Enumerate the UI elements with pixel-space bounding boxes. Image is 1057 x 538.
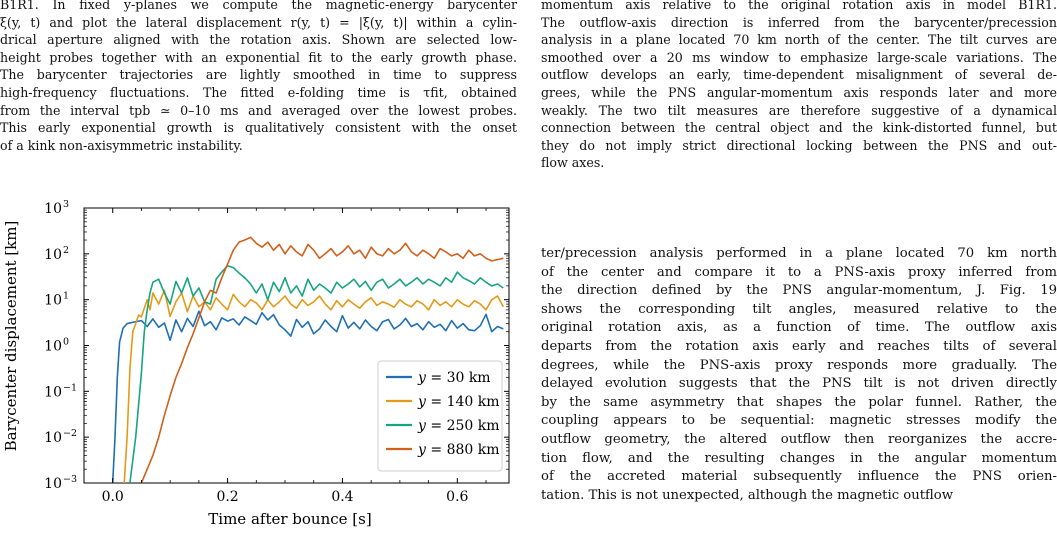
y-tick-exponent: 2 — [63, 245, 69, 256]
right-body-text: ter/precession analysis performed in a p… — [541, 245, 1057, 505]
x-axis-label: Time after bounce [s] — [208, 510, 371, 528]
left-caption-line: This early exponential growth is qualita… — [0, 120, 517, 136]
y-tick-label: 10 — [44, 430, 62, 446]
right-caption-line: momentum axis relative to the original r… — [541, 0, 1057, 12]
right-body-line: delayed evolution suggests that the PNS … — [541, 376, 1057, 392]
barycenter-figure: 0.0 0.2 0.4 0.6 10 −3 10 −2 10 −1 10 0 10 1 10 2 10 3 y =… — [0, 196, 520, 534]
series-line-2 — [129, 264, 504, 483]
legend-entry: y = 30 km — [417, 370, 491, 386]
series-line-1 — [123, 289, 505, 483]
right-body-line: outflow geometry, the altered outflow th… — [541, 431, 1057, 447]
y-axis-label: Barycenter displacement [km] — [2, 221, 20, 452]
right-body-line: coupling appears to be sequential: magne… — [541, 413, 1057, 429]
right-body-line: original rotation axis, as a function of… — [541, 320, 1057, 336]
legend-box — [377, 360, 503, 472]
right-caption-line: grees, while the PNS angular-momentum ax… — [541, 84, 1057, 100]
right-body-line: degrees, while the PNS-axis proxy respon… — [541, 357, 1057, 373]
right-body-line: the direction defined by the PNS angular… — [541, 283, 1057, 299]
y-tick-label: 10 — [44, 201, 62, 217]
right-body-line: of the accreted material subsequently in… — [541, 469, 1057, 485]
left-caption-line: drical aperture aligned with the rotatio… — [0, 32, 517, 48]
legend-equals: = — [426, 370, 447, 386]
legend-variable: y — [417, 442, 427, 458]
right-caption-line: smoothed over a 20 ms window to emphasiz… — [541, 49, 1057, 65]
legend-entry: y = 880 km — [417, 442, 500, 458]
legend-equals: = — [426, 442, 447, 458]
right-caption-line: The outflow-axis direction is inferred f… — [541, 14, 1057, 30]
right-body-line: shows the corresponding tilt angles, mea… — [541, 301, 1057, 317]
right-body-line: ter/precession analysis performed in a p… — [541, 246, 1057, 261]
left-caption-line: ξ(y, t) and plot the lateral displacemen… — [0, 14, 517, 30]
right-caption-line: analysis in a plane located 70 km north … — [541, 32, 1057, 48]
x-tick-label: 0.0 — [102, 489, 124, 505]
right-body-line: of the center and compare it to a PNS-ax… — [541, 264, 1057, 280]
right-caption-line: outflow develops an early, time-dependen… — [541, 67, 1057, 83]
y-tick-label: 10 — [44, 476, 62, 492]
y-tick-exponent: −3 — [63, 474, 77, 485]
left-caption-line: of a kink non-axisymmetric instability. — [0, 137, 243, 153]
right-caption-line: they do not imply strict directional loc… — [541, 137, 1057, 153]
legend-entry: y = 140 km — [417, 394, 500, 410]
left-caption-line: from the interval tpb ≃ 0–10 ms and aver… — [0, 102, 517, 118]
legend-variable: y — [417, 418, 427, 434]
left-caption-line: The barycenter trajectories are lightly … — [0, 67, 517, 83]
legend-equals: = — [426, 394, 447, 410]
x-tick-label: 0.2 — [216, 489, 238, 505]
left-caption-line: height probes together with an exponenti… — [0, 49, 517, 65]
right-body-line: departs from the rotation axis early and… — [541, 338, 1057, 354]
right-figure-caption: momentum axis relative to the original r… — [541, 0, 1057, 172]
y-tick-label: 10 — [44, 339, 62, 355]
legend-value: 880 km — [447, 442, 500, 458]
y-tick-exponent: −2 — [63, 428, 77, 439]
legend-equals: = — [426, 418, 447, 434]
right-body-line: tion flow, and the resulting changes in … — [541, 450, 1057, 466]
legend-value: 250 km — [447, 418, 500, 434]
right-caption-line: flow axes. — [541, 155, 605, 171]
right-caption-line: connection between the central object an… — [541, 120, 1057, 136]
series-line-0 — [111, 310, 504, 483]
right-caption-line: weakly. The two tilt measures are theref… — [541, 102, 1057, 118]
left-caption-line: high-frequency fluctuations. The fitted … — [0, 84, 517, 100]
y-tick-exponent: 3 — [63, 199, 69, 210]
legend-variable: y — [417, 394, 427, 410]
x-tick-label: 0.4 — [331, 489, 353, 505]
y-tick-exponent: 0 — [63, 337, 69, 348]
legend-value: 30 km — [447, 370, 491, 386]
x-tick-label: 0.6 — [446, 489, 468, 505]
right-body-line: tation. This is not unexpected, although… — [541, 487, 954, 503]
left-caption-line: B1R1. In fixed y-planes we compute the m… — [0, 0, 517, 12]
legend-variable: y — [417, 370, 427, 386]
y-tick-label: 10 — [44, 247, 62, 263]
right-body-line: by the same asymmetry that shapes the po… — [541, 394, 1057, 410]
y-tick-exponent: −1 — [63, 382, 77, 393]
legend-value: 140 km — [447, 394, 500, 410]
y-tick-label: 10 — [44, 384, 62, 400]
legend-entry: y = 250 km — [417, 418, 500, 434]
series-line-3 — [140, 236, 504, 483]
left-figure-caption: B1R1. In fixed y-planes we compute the m… — [0, 0, 517, 154]
y-tick-label: 10 — [44, 293, 62, 309]
y-tick-exponent: 1 — [63, 291, 69, 302]
